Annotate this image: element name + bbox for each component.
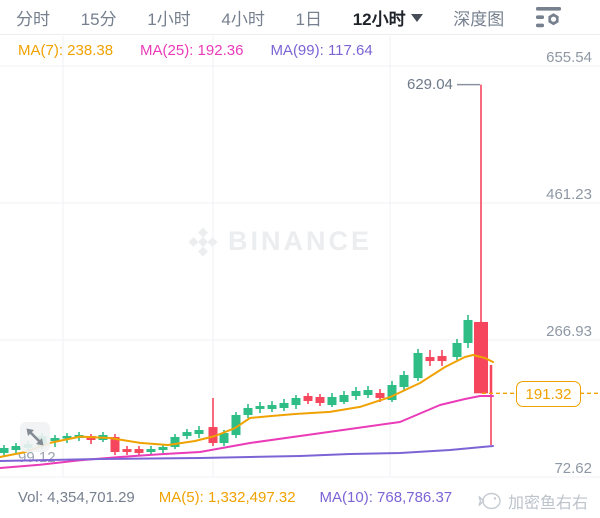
tab-interval-2[interactable]: 1小时 <box>147 5 190 30</box>
ma-line-ma7 <box>0 354 494 458</box>
candle-body <box>351 391 361 397</box>
price-axis-tick: 266.93 <box>546 323 592 340</box>
candle-body <box>489 364 493 394</box>
chevron-down-icon <box>410 14 423 22</box>
volume-indicator-row: Vol: 4,354,701.29 MA(5): 1,332,497.32 MA(1… <box>18 489 452 506</box>
last-price-tag: 191.32 <box>516 381 581 408</box>
tab-label: 1小时 <box>147 9 191 29</box>
candle-body <box>255 406 265 409</box>
tab-label: 1日 <box>295 9 323 29</box>
candle-body <box>170 436 180 447</box>
binance-watermark-text: BINANCE <box>228 226 373 256</box>
expand-arrows-icon <box>26 428 44 446</box>
candle-body <box>208 427 218 444</box>
expand-chart-button[interactable] <box>20 422 50 452</box>
candle-body <box>413 352 423 379</box>
vol-value-1: MA(5): 1,332,497.32 <box>158 489 296 506</box>
candle-body <box>62 435 72 439</box>
candle-body <box>399 374 409 387</box>
candle-body <box>339 395 349 403</box>
candle-body <box>425 357 435 362</box>
candle-body <box>231 414 241 436</box>
candle-body <box>182 432 192 436</box>
low-price-label: 99.12 <box>18 449 56 467</box>
tab-label: 深度图 <box>453 9 505 29</box>
binance-watermark: BINANCE <box>188 226 372 257</box>
tab-interval-6[interactable]: 深度图 <box>453 5 504 30</box>
ma-value-2: MA(99): 117.64 <box>270 42 373 59</box>
candle-body <box>291 397 301 406</box>
ma-value-1: MA(25): 192.36 <box>140 42 244 59</box>
candle-body <box>363 390 373 396</box>
candle-body <box>279 402 289 408</box>
interval-tabbar: 分时 15分 1小时 4小时 1日 12小时 深度图 <box>0 0 600 35</box>
candle-body <box>327 396 337 406</box>
price-axis-tick: 72.62 <box>554 460 592 477</box>
candle-body <box>452 342 462 358</box>
fish-icon <box>478 492 501 510</box>
binance-logo-icon <box>188 227 218 256</box>
candle-body <box>0 447 9 453</box>
price-axis-tick: 461.23 <box>546 185 592 203</box>
candle-body <box>158 446 168 451</box>
candle-body <box>315 396 325 403</box>
indicator-settings-icon[interactable] <box>535 4 562 30</box>
ma-indicator-row: MA(7): 238.38 MA(25): 192.36 MA(99): 117.6… <box>18 42 373 59</box>
tab-label: 12小时 <box>352 9 406 29</box>
candle-body <box>303 396 313 402</box>
candle-body <box>437 356 447 362</box>
candle-body <box>146 449 156 452</box>
tab-label: 4小时 <box>221 9 265 29</box>
chart-canvas[interactable] <box>0 0 600 482</box>
tab-label: 分时 <box>16 9 50 29</box>
channel-watermark: 加密鱼右右 <box>478 489 588 513</box>
candle-body <box>375 392 385 398</box>
high-price-marker-label: 629.04 <box>407 75 453 93</box>
candle-body <box>243 407 253 415</box>
candle-body <box>11 446 21 451</box>
candle-body <box>134 449 144 453</box>
tab-interval-1[interactable]: 15分 <box>81 5 117 30</box>
tab-interval-0[interactable]: 分时 <box>16 5 50 30</box>
candle-body <box>122 449 132 452</box>
ma-line-ma99 <box>0 445 494 462</box>
candle-body <box>110 436 120 452</box>
tab-interval-5[interactable]: 12小时 <box>353 5 423 30</box>
channel-watermark-text: 加密鱼右右 <box>507 495 588 512</box>
candle-body <box>194 429 204 435</box>
candle-body <box>387 385 397 401</box>
tab-interval-4[interactable]: 1日 <box>296 5 322 30</box>
vol-value-0: Vol: 4,354,701.29 <box>18 489 135 506</box>
tab-interval-3[interactable]: 4小时 <box>221 5 264 30</box>
candle-body <box>267 405 277 409</box>
ma-value-0: MA(7): 238.38 <box>18 42 114 59</box>
price-axis-tick: 655.54 <box>546 48 592 66</box>
candle-body <box>50 438 60 441</box>
candle-body <box>463 319 473 343</box>
candle-body <box>219 433 229 444</box>
vol-value-2: MA(10): 768,786.37 <box>319 489 453 506</box>
tab-label: 15分 <box>80 9 117 29</box>
